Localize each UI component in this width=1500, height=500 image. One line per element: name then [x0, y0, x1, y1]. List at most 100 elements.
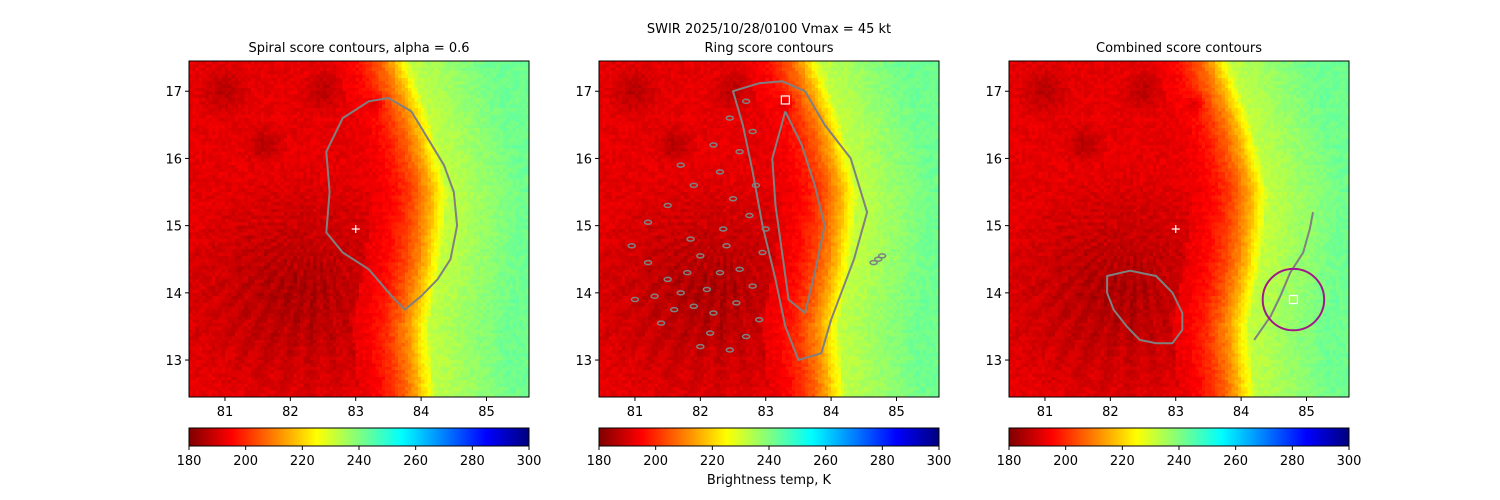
center-plus-marker [351, 225, 360, 233]
ring-speckle [689, 303, 699, 310]
ring-speckle [643, 219, 653, 226]
y-tick-label: 14 [985, 287, 1002, 302]
ring-speckle [748, 128, 757, 135]
axes-frame [1008, 60, 1350, 398]
axes-frame [598, 60, 940, 398]
colorbar: 180 200 220 240 260 280 300 Brightness temp, K [587, 427, 951, 488]
square-marker [780, 95, 790, 105]
x-tick-label: 83 [757, 405, 774, 420]
x-tick-label: 83 [1167, 405, 1184, 420]
ring-speckle [725, 347, 735, 353]
ring-speckle [754, 316, 764, 323]
colorbar-tick-label: 220 [290, 454, 315, 469]
ring-speckle [715, 169, 725, 175]
y-tick-label: 16 [575, 152, 592, 167]
x-tick-label: 81 [627, 405, 644, 420]
ring-speckle [705, 330, 715, 336]
panel-1: Spiral score contours, alpha = 0.6 81 82 83… [165, 41, 541, 469]
center-circle [1261, 267, 1326, 332]
y-tick-label: 15 [985, 220, 1002, 235]
x-tick-label: 83 [347, 405, 364, 420]
ring-speckle [663, 276, 672, 283]
ring-speckle [735, 148, 744, 155]
ring-speckle [877, 253, 887, 259]
ring-speckle [663, 202, 672, 209]
ring-speckle [732, 300, 741, 306]
colorbar-gradient [1009, 428, 1349, 446]
colorbar-tick-label: 240 [757, 454, 782, 469]
colorbar-tick-label: 180 [177, 454, 202, 469]
ring-speckle [761, 226, 770, 232]
y-tick-label: 17 [985, 85, 1002, 100]
ring-speckle [741, 333, 751, 340]
ring-speckle [702, 286, 712, 293]
colorbar-tick-label: 260 [1223, 454, 1248, 469]
y-tick-label: 13 [165, 354, 182, 369]
ring-speckle [630, 296, 640, 303]
panel-title: Spiral score contours, alpha = 0.6 [248, 41, 469, 56]
colorbar-tick-label: 220 [700, 454, 725, 469]
x-tick-label: 84 [1233, 405, 1250, 420]
y-tick-label: 13 [985, 354, 1002, 369]
y-tick-label: 14 [575, 287, 592, 302]
spiral-contour [325, 97, 459, 311]
y-tick-label: 15 [165, 220, 182, 235]
y-tick-label: 14 [165, 287, 182, 302]
center-plus-marker [1171, 225, 1180, 233]
colorbar-tick-label: 200 [233, 454, 258, 469]
colorbar: 180 200 220 240 260 280 300 [177, 427, 542, 469]
y-tick-label: 17 [165, 85, 182, 100]
y-tick-label: 16 [165, 152, 182, 167]
x-tick-label: 82 [282, 405, 299, 420]
ring-speckle [650, 293, 659, 299]
x-tick-label: 82 [1102, 405, 1119, 420]
ring-speckle [718, 226, 728, 232]
colorbar: 180 200 220 240 260 280 300 [997, 427, 1362, 469]
ring-speckle [627, 243, 636, 249]
y-tick-label: 13 [575, 354, 592, 369]
ring-speckle [643, 259, 653, 266]
panel-title: Combined score contours [1096, 41, 1262, 56]
ring-speckle [686, 236, 695, 242]
ring-speckle [676, 162, 685, 168]
overlay [627, 80, 887, 361]
colorbar-label: Brightness temp, K [707, 473, 832, 488]
ring-speckle [696, 343, 705, 350]
square-marker [1288, 294, 1299, 305]
ring-speckle [745, 212, 754, 219]
x-tick-label: 82 [692, 405, 709, 420]
panel-2: Ring score contours 81 82 83 84 85 13 14 15 16 17 1… [575, 41, 951, 488]
colorbar-tick-label: 240 [347, 454, 372, 469]
colorbar-tick-label: 280 [870, 454, 895, 469]
panel-3: Combined score contours 81 82 83 84 85 13 14 15 1… [985, 41, 1361, 469]
overlay [325, 97, 459, 311]
panel-title: Ring score contours [704, 41, 833, 56]
ring-speckle [715, 269, 725, 276]
colorbar-tick-label: 300 [1337, 454, 1362, 469]
axes-frame [188, 60, 530, 398]
colorbar-gradient [599, 428, 939, 446]
colorbar-tick-label: 260 [813, 454, 838, 469]
ring-speckle [709, 142, 718, 148]
ring-speckle [696, 253, 705, 259]
x-tick-label: 81 [1037, 405, 1054, 420]
colorbar-tick-label: 200 [1053, 454, 1078, 469]
ring-speckle [689, 182, 699, 189]
combined-contour-line [1253, 212, 1314, 341]
figure-suptitle: SWIR 2025/10/28/0100 Vmax = 45 kt [646, 22, 892, 37]
colorbar-tick-label: 300 [517, 454, 542, 469]
x-tick-label: 81 [217, 405, 234, 420]
ring-speckle [725, 115, 735, 121]
colorbar-tick-label: 280 [460, 454, 485, 469]
colorbar-tick-label: 180 [997, 454, 1022, 469]
x-tick-label: 85 [478, 405, 495, 420]
colorbar-tick-label: 220 [1110, 454, 1135, 469]
y-tick-label: 16 [985, 152, 1002, 167]
ring-speckle [748, 283, 757, 289]
ring-speckle [709, 310, 718, 316]
overlay [1106, 212, 1326, 345]
ring-speckle [869, 259, 878, 266]
colorbar-tick-label: 260 [403, 454, 428, 469]
colorbar-tick-label: 180 [587, 454, 612, 469]
